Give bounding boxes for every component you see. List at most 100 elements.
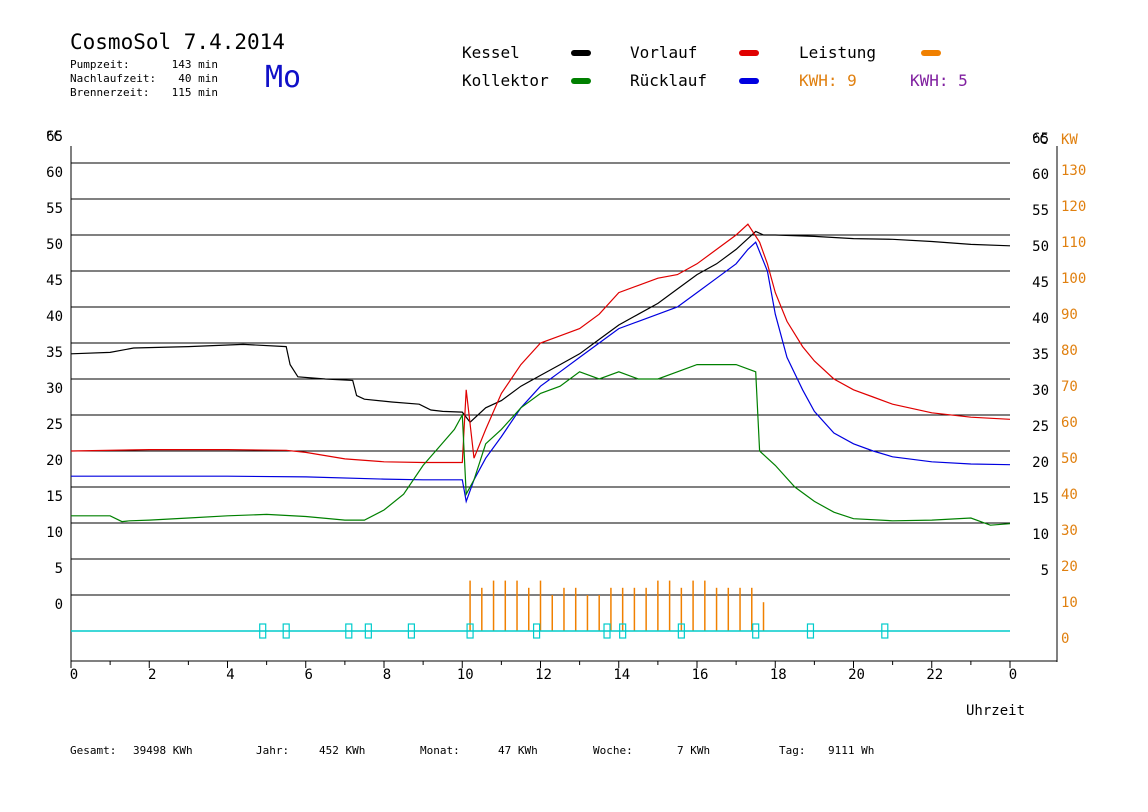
pump-marker xyxy=(806,623,815,639)
pump-marker xyxy=(345,623,353,639)
series-line-rücklauf xyxy=(71,241,1011,504)
kw-tick-label: 100 xyxy=(1061,271,1086,287)
kw-tick-label: 70 xyxy=(1061,379,1078,395)
y-tick-label-right: 25 xyxy=(1032,419,1049,435)
kw-tick-label: 130 xyxy=(1061,163,1086,179)
kwh-purple-label: KWH: 5 xyxy=(910,71,968,90)
info-brennerzeit-label: Brennerzeit: xyxy=(70,86,150,99)
x-tick-label: 18 xyxy=(770,667,787,683)
kw-tick-label: 50 xyxy=(1061,451,1078,467)
x-axis-label: Uhrzeit xyxy=(966,703,1025,719)
kw-tick-label: 60 xyxy=(1061,415,1078,431)
kwh-orange-label: KWH: 9 xyxy=(799,71,857,90)
y-tick-label-right: 60 xyxy=(1032,167,1049,183)
y-axis-label-right-power: KW xyxy=(1061,132,1078,148)
pump-marker xyxy=(752,623,760,639)
legend-label-kollektor: Kollektor xyxy=(462,71,549,90)
y-tick-label-left: 60 xyxy=(46,165,63,181)
info-values: 143 min 40 min 115 min xyxy=(160,58,218,100)
footer-jahr-value: 452 KWh xyxy=(319,744,366,757)
y-tick-label-left: 65 xyxy=(46,129,63,145)
legend-label-kessel: Kessel xyxy=(462,43,520,62)
series-line-kollektor xyxy=(71,364,1011,526)
kw-tick-label: 20 xyxy=(1061,559,1078,575)
pump-marker xyxy=(677,623,685,639)
y-tick-label-right: 35 xyxy=(1032,347,1049,363)
kw-tick-label: 10 xyxy=(1061,595,1078,611)
info-nachlaufzeit-value: 40 min xyxy=(178,72,218,85)
y-tick-label-right: 40 xyxy=(1032,311,1049,327)
footer-monat-value: 47 KWh xyxy=(498,744,538,757)
y-axis-label-left: °C xyxy=(45,129,62,145)
y-tick-label-right: 30 xyxy=(1032,383,1049,399)
kw-tick-label: 30 xyxy=(1061,523,1078,539)
legend-swatch-vorlauf xyxy=(739,50,759,56)
kw-tick-label: 0 xyxy=(1061,631,1069,647)
footer-gesamt-label: Gesamt: xyxy=(70,744,117,757)
legend-label-ruecklauf: Rücklauf xyxy=(630,71,708,90)
series-line-kessel xyxy=(70,230,1011,424)
kw-tick-label: 120 xyxy=(1061,199,1086,215)
info-pumpzeit-label: Pumpzeit: xyxy=(70,58,130,71)
x-tick-label: 14 xyxy=(613,667,630,683)
footer-woche-value: 7 KWh xyxy=(677,744,711,757)
footer-monat-label: Monat: xyxy=(420,744,460,757)
page-title: CosmoSol 7.4.2014 xyxy=(70,30,285,54)
x-tick-label: 12 xyxy=(535,667,552,683)
pump-marker xyxy=(364,623,372,639)
pump-marker xyxy=(619,623,627,639)
y-tick-label-right: 15 xyxy=(1032,491,1049,507)
legend-swatch-kessel xyxy=(571,50,591,56)
y-tick-label-right: 10 xyxy=(1032,527,1049,543)
pump-marker xyxy=(407,623,415,639)
x-tick-label: 4 xyxy=(226,667,234,683)
pump-marker xyxy=(881,623,889,639)
y-tick-label-left: 20 xyxy=(46,453,63,469)
legend-swatch-kollektor xyxy=(571,78,591,84)
y-tick-label-left: 5 xyxy=(55,561,63,577)
x-tick-label: 0 xyxy=(70,667,78,683)
y-tick-label-right: 65 xyxy=(1032,131,1049,147)
info-brennerzeit-value: 115 min xyxy=(171,86,218,99)
y-tick-label-left: 40 xyxy=(46,309,63,325)
pump-marker xyxy=(603,623,611,639)
footer-jahr-label: Jahr: xyxy=(256,744,290,757)
x-tick-label: 22 xyxy=(926,667,943,683)
pump-marker xyxy=(259,623,267,639)
y-tick-label-left: 35 xyxy=(46,345,63,361)
x-tick-label: 0 xyxy=(1009,667,1017,683)
kw-tick-label: 40 xyxy=(1061,487,1078,503)
y-tick-label-right: 5 xyxy=(1041,563,1049,579)
y-tick-label-right: 45 xyxy=(1032,275,1049,291)
y-tick-label-left: 50 xyxy=(46,237,63,253)
pump-marker xyxy=(282,623,290,639)
y-tick-label-left: 55 xyxy=(46,201,63,217)
legend-swatch-leistung xyxy=(921,50,941,56)
footer-woche-label: Woche: xyxy=(593,744,633,757)
footer-tag-value: 9111 Wh xyxy=(828,744,875,757)
info-labels: Pumpzeit: Nachlaufzeit: Brennerzeit: xyxy=(70,58,156,100)
x-tick-label: 10 xyxy=(457,667,474,683)
footer-tag-label: Tag: xyxy=(779,744,806,757)
pump-marker xyxy=(466,623,474,639)
x-tick-label: 2 xyxy=(148,667,156,683)
footer-gesamt-value: 39498 KWh xyxy=(133,744,193,757)
y-tick-label-left: 45 xyxy=(46,273,63,289)
y-tick-label-left: 25 xyxy=(46,417,63,433)
x-tick-label: 6 xyxy=(305,667,313,683)
x-tick-label: 16 xyxy=(692,667,709,683)
x-tick-label: 20 xyxy=(848,667,865,683)
y-tick-label-right: 50 xyxy=(1032,239,1049,255)
weekday-label: Mo xyxy=(265,60,302,95)
y-tick-label-left: 10 xyxy=(46,525,63,541)
info-pumpzeit-value: 143 min xyxy=(171,58,218,71)
kw-tick-label: 110 xyxy=(1061,235,1086,251)
legend-swatch-ruecklauf xyxy=(739,78,759,84)
legend-label-vorlauf: Vorlauf xyxy=(630,43,698,62)
info-nachlaufzeit-label: Nachlaufzeit: xyxy=(70,72,157,85)
series-line-vorlauf xyxy=(70,223,1011,464)
y-axis-label-right-temp: °C xyxy=(1031,132,1048,148)
y-tick-label-right: 20 xyxy=(1032,455,1049,471)
y-tick-label-left: 30 xyxy=(46,381,63,397)
pump-marker xyxy=(532,623,541,639)
